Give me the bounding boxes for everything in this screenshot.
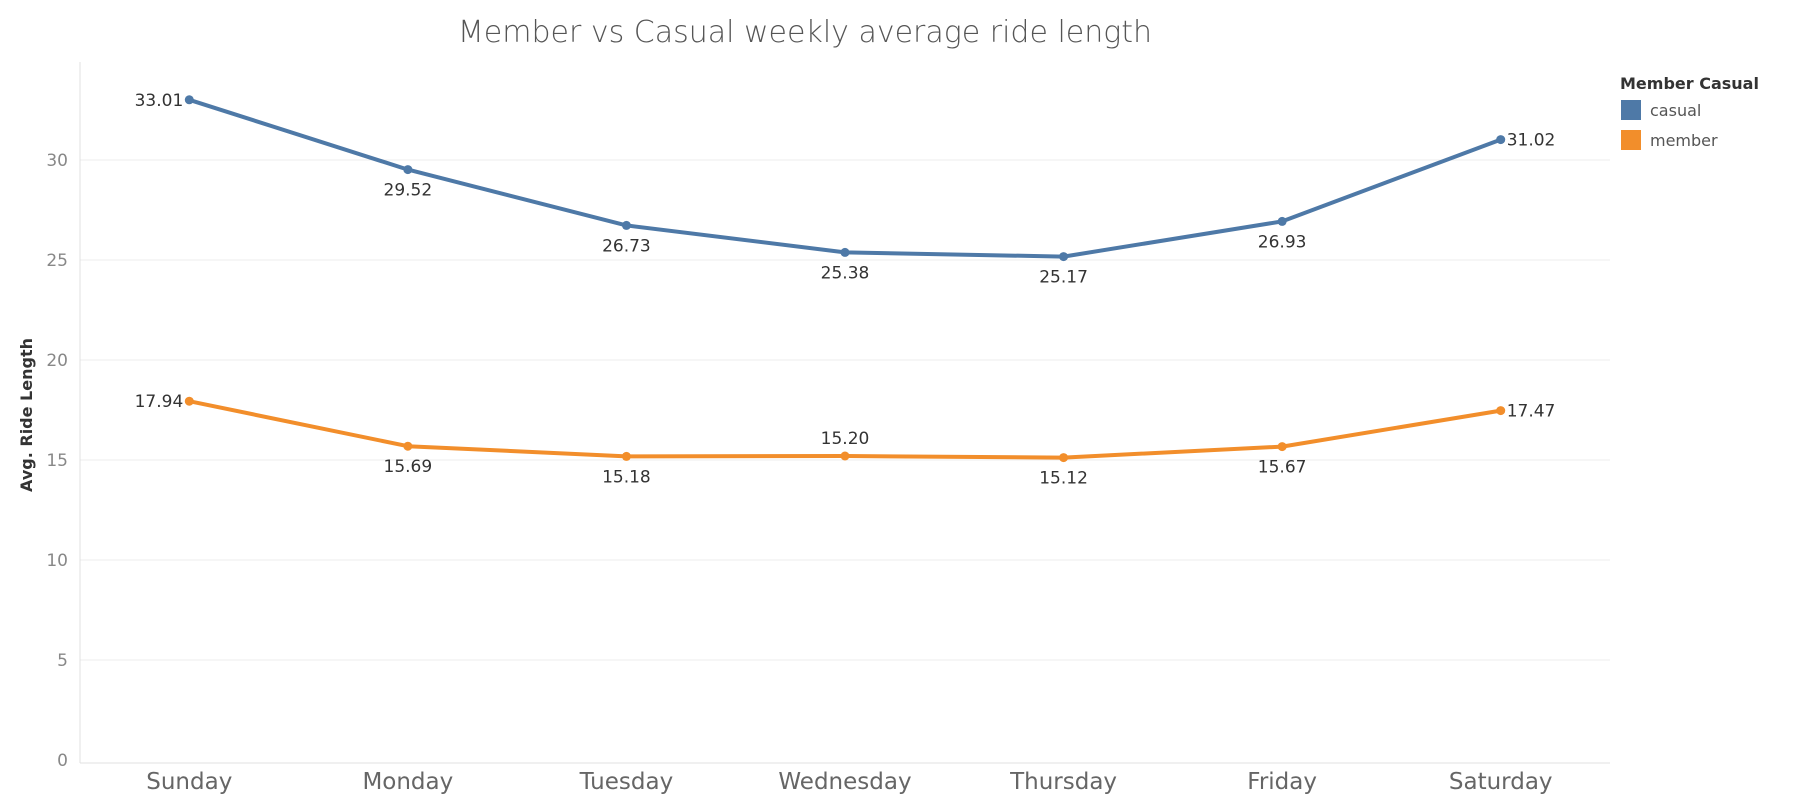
- y-tick-label: 5: [57, 651, 68, 671]
- y-tick-label: 30: [46, 151, 68, 171]
- data-point-member: [1277, 442, 1287, 452]
- data-point-member: [840, 451, 850, 461]
- data-label-casual: 25.17: [1039, 268, 1088, 288]
- y-tick-label: 0: [57, 751, 68, 771]
- data-point-casual: [1496, 135, 1506, 145]
- data-label-casual: 31.02: [1507, 131, 1556, 151]
- x-tick-label: Saturday: [1449, 769, 1553, 795]
- data-label-member: 17.94: [135, 392, 184, 412]
- y-axis-label: Avg. Ride Length: [17, 338, 36, 492]
- x-tick-label: Monday: [362, 769, 453, 795]
- data-label-casual: 26.73: [602, 236, 651, 256]
- data-label-casual: 29.52: [384, 181, 433, 201]
- y-tick-label: 25: [46, 251, 68, 271]
- data-label-member: 15.12: [1039, 469, 1088, 489]
- x-tick-label: Friday: [1247, 769, 1317, 795]
- chart-title: Member vs Casual weekly average ride len…: [458, 15, 1152, 50]
- x-axis-ticks: Sunday Monday Tuesday Wednesday Thursday Frid…: [146, 769, 1552, 795]
- y-tick-label: 15: [46, 451, 68, 471]
- data-label-casual: 26.93: [1258, 232, 1307, 252]
- legend: Member Casual casual member: [1620, 74, 1759, 150]
- data-point-member: [184, 396, 194, 406]
- data-point-casual: [840, 247, 850, 257]
- x-tick-label: Thursday: [1009, 769, 1117, 795]
- x-tick-label: Tuesday: [579, 769, 674, 795]
- x-tick-label: Sunday: [146, 769, 232, 795]
- data-label-member: 15.67: [1258, 458, 1307, 478]
- x-tick-label: Wednesday: [778, 769, 911, 795]
- data-point-casual: [403, 165, 413, 175]
- gridlines: [79, 62, 1610, 764]
- legend-label-casual: casual: [1650, 101, 1701, 120]
- y-tick-label: 20: [46, 351, 68, 371]
- data-label-member: 17.47: [1507, 402, 1556, 422]
- data-label-member: 15.69: [384, 457, 433, 477]
- data-label-member: 15.20: [821, 429, 870, 449]
- data-point-casual: [184, 95, 194, 105]
- y-axis-ticks: 0 5 10 15 20 25 30: [46, 151, 68, 771]
- data-point-member: [1059, 453, 1069, 463]
- legend-swatch-casual: [1621, 100, 1641, 120]
- data-label-casual: 25.38: [821, 263, 870, 283]
- data-point-member: [403, 441, 413, 451]
- data-label-member: 15.18: [602, 467, 651, 487]
- data-point-casual: [1277, 216, 1287, 226]
- data-point-casual: [1059, 252, 1069, 262]
- data-point-casual: [621, 220, 631, 230]
- legend-label-member: member: [1650, 131, 1718, 150]
- data-point-member: [621, 451, 631, 461]
- y-tick-label: 10: [46, 551, 68, 571]
- data-point-member: [1496, 406, 1506, 416]
- data-labels: 33.01 29.52 26.73 25.38 25.17 26.93 31.02 17.94…: [135, 91, 1556, 489]
- legend-swatch-member: [1621, 130, 1641, 150]
- data-label-casual: 33.01: [135, 91, 184, 111]
- legend-title: Member Casual: [1620, 74, 1759, 93]
- series-lines: [184, 95, 1506, 463]
